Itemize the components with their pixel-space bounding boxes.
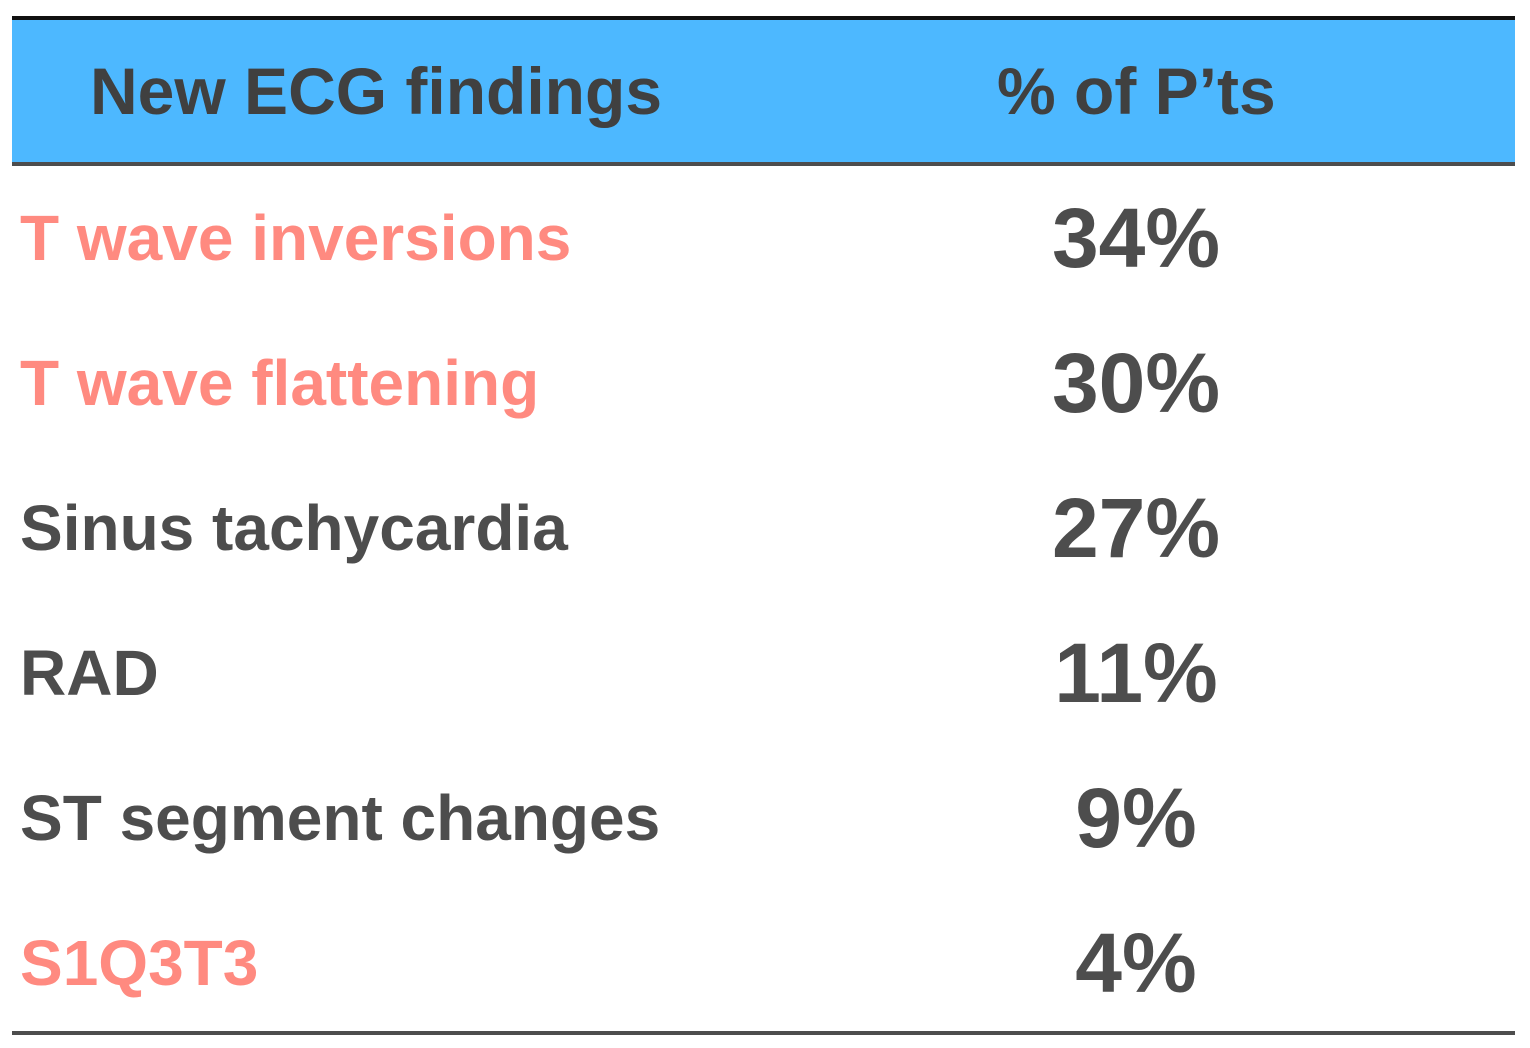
table-row: Sinus tachycardia 27%: [12, 456, 1515, 601]
table-row: T wave inversions 34%: [12, 166, 1515, 311]
percent-value: 30%: [1051, 336, 1221, 430]
percent-value: 11%: [1054, 626, 1218, 720]
table-row: T wave flattening 30%: [12, 311, 1515, 456]
finding-label: S1Q3T3: [20, 927, 259, 999]
finding-label: Sinus tachycardia: [20, 492, 568, 564]
percent-value: 27%: [1051, 481, 1221, 575]
header-findings: New ECG findings: [90, 54, 663, 128]
header-rule: [12, 162, 1515, 166]
table-row: ST segment changes 9%: [12, 746, 1515, 891]
table-bottom-rule: [12, 1031, 1515, 1035]
table-top-rule: [12, 16, 1515, 20]
ecg-findings-table: New ECG findings % of P’ts T wave invers…: [12, 16, 1515, 1036]
percent-value: 9%: [1075, 771, 1197, 865]
finding-label: ST segment changes: [20, 782, 661, 854]
table-header: [12, 20, 1515, 162]
percent-value: 34%: [1051, 191, 1221, 285]
table-row: RAD 11%: [12, 601, 1515, 746]
percent-value: 4%: [1075, 916, 1197, 1010]
finding-label: T wave flattening: [20, 347, 540, 419]
finding-label: T wave inversions: [20, 202, 572, 274]
finding-label: RAD: [20, 637, 159, 709]
header-percent: % of P’ts: [997, 54, 1276, 128]
table-row: S1Q3T3 4%: [12, 891, 1515, 1036]
